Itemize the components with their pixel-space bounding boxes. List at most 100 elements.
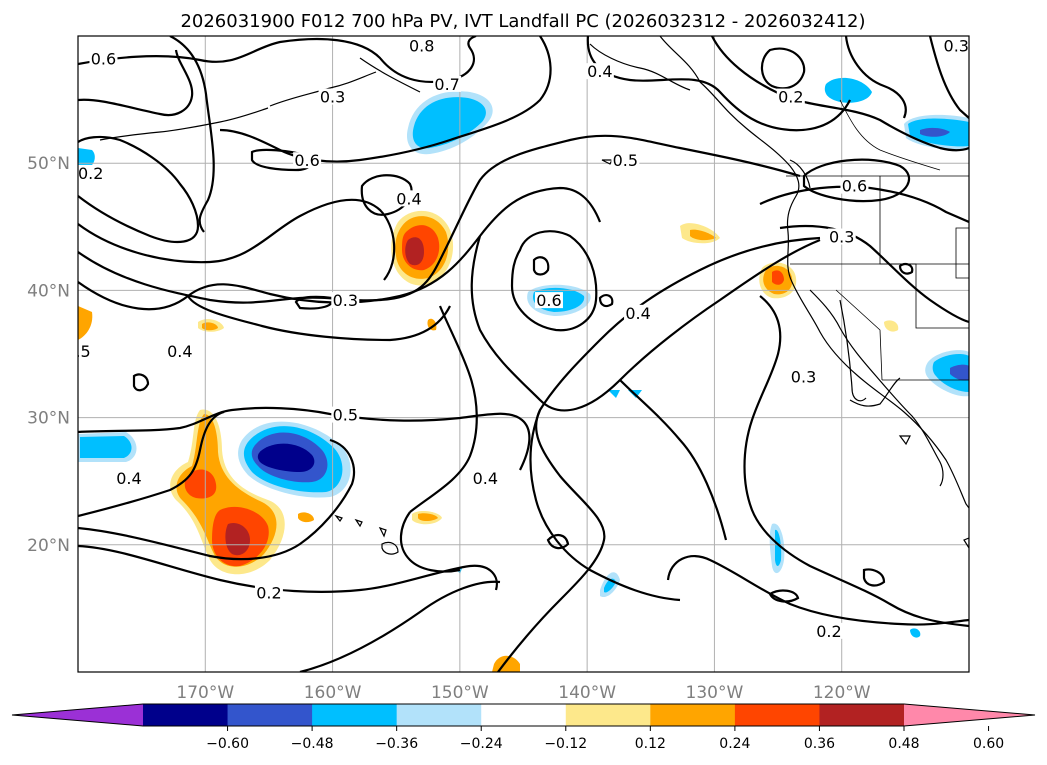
contour-label: 0.2 (816, 622, 841, 641)
contour-line (78, 544, 498, 593)
contour-label-bg (394, 190, 423, 207)
contour-line (768, 589, 800, 603)
anomaly-ring (184, 469, 217, 499)
contour-line (928, 36, 969, 119)
contour-label-bg (165, 343, 194, 359)
contour-line (78, 49, 194, 117)
contour-label-bg (114, 470, 143, 487)
hawaii-island (381, 541, 399, 555)
figure-title: 2026031900 F012 700 hPa PV, IVT Landfall… (180, 11, 865, 32)
colorbar-tick-label: 0.12 (635, 736, 666, 752)
contour-line (78, 134, 801, 304)
contour-label: 0.3 (333, 291, 358, 310)
contour-label-bg (585, 63, 614, 80)
lat-tick-label: 40°N (27, 281, 70, 301)
contour-line (743, 295, 969, 628)
alaska-coast (359, 57, 421, 93)
contour-label: 0.3 (40, 228, 65, 247)
contour-line (802, 158, 911, 203)
north-america-coast (659, 36, 969, 509)
contour-label-bg (254, 584, 283, 601)
graticule (78, 36, 969, 672)
contour-label: 0.6 (842, 177, 867, 196)
pv-contours (78, 36, 969, 672)
anomaly-small (884, 320, 899, 332)
contour-line (409, 305, 478, 513)
contour-line (78, 135, 200, 243)
anomaly-core (950, 364, 969, 381)
colorbar-tick-label: 0.48 (888, 736, 919, 752)
lon-tick-label: 120°W (813, 683, 871, 703)
contour-line (399, 511, 461, 573)
contour-label-bg (534, 292, 563, 309)
contour-label: 0.3 (320, 88, 345, 107)
anomaly-core (412, 97, 486, 149)
colorbar-segment (819, 704, 905, 726)
contour-label: 0.2 (778, 88, 803, 107)
contour-line (78, 36, 477, 84)
colorbar-segment (396, 704, 482, 726)
colorbar-segment (143, 704, 229, 726)
contour-line (78, 406, 531, 471)
contour-line (78, 186, 602, 311)
state-border (955, 227, 969, 279)
contour-line (532, 256, 550, 276)
contour-line (169, 36, 215, 233)
contour-line (760, 47, 806, 90)
map-frame (77, 35, 970, 673)
vancouver-island (789, 159, 811, 189)
contour-label: 0.4 (587, 62, 612, 81)
contour-label: 0.6 (294, 151, 319, 170)
anomaly-small (78, 306, 93, 340)
contour-label: 0.4 (625, 304, 650, 323)
anomaly-core (405, 237, 424, 266)
anomaly-core (225, 522, 250, 556)
anomaly-core (257, 443, 315, 472)
colorbar-tick-label: −0.60 (206, 736, 249, 752)
latitude-labels: 50°N 40°N 30°N 20°N (27, 154, 70, 556)
anomaly-small (775, 529, 782, 566)
longitude-labels: 170°W 160°W 150°W 140°W 130°W 120°W (176, 683, 870, 703)
colorbar-segment (734, 704, 820, 726)
contour-line (844, 36, 907, 119)
lat-tick-label: 30°N (27, 409, 70, 429)
colorbar-segment (650, 704, 736, 726)
colorbar-tick-label: −0.12 (544, 736, 587, 752)
anomaly-small (492, 655, 520, 672)
aleutians (99, 107, 269, 141)
contour-label-bg (89, 50, 118, 67)
lat-tick-label: 50°N (27, 154, 70, 174)
lon-tick-label: 150°W (431, 683, 489, 703)
contour-label-bg (407, 37, 436, 54)
contour-label-bg (471, 470, 500, 487)
state-border (835, 289, 883, 381)
colorbar-segment (312, 704, 398, 726)
contour-label: 0.4 (116, 469, 141, 488)
contour-line (619, 379, 728, 541)
contour-line (78, 438, 356, 561)
contour-line (187, 295, 451, 342)
contour-line (219, 36, 552, 163)
contour-label: 0.3 (944, 37, 969, 56)
alaska-coast (589, 43, 691, 91)
colorbar-extend-min (12, 704, 143, 726)
lon-tick-label: 160°W (304, 683, 362, 703)
colorbar-outline (11, 703, 1036, 727)
aleutians (269, 71, 377, 107)
contour-label-bg (776, 88, 805, 105)
baja-coast (809, 289, 944, 487)
contour-line (779, 224, 969, 324)
hawaii-island (354, 518, 363, 528)
contour-line (510, 230, 598, 332)
contour-label: 0.4 (473, 469, 498, 488)
mexico-coast (963, 537, 969, 550)
contour-label-bg (624, 304, 653, 321)
colorbar-segment (565, 704, 651, 726)
anomaly-core (80, 436, 132, 458)
colorbar-segment (227, 704, 313, 726)
colorbar: −0.60 −0.48 −0.36 −0.24 −0.12 0.12 0.24 0.36 0.4… (11, 703, 1036, 752)
contour-label-bg (611, 152, 640, 169)
island (898, 435, 911, 446)
contour-label: 0.3 (791, 367, 816, 386)
